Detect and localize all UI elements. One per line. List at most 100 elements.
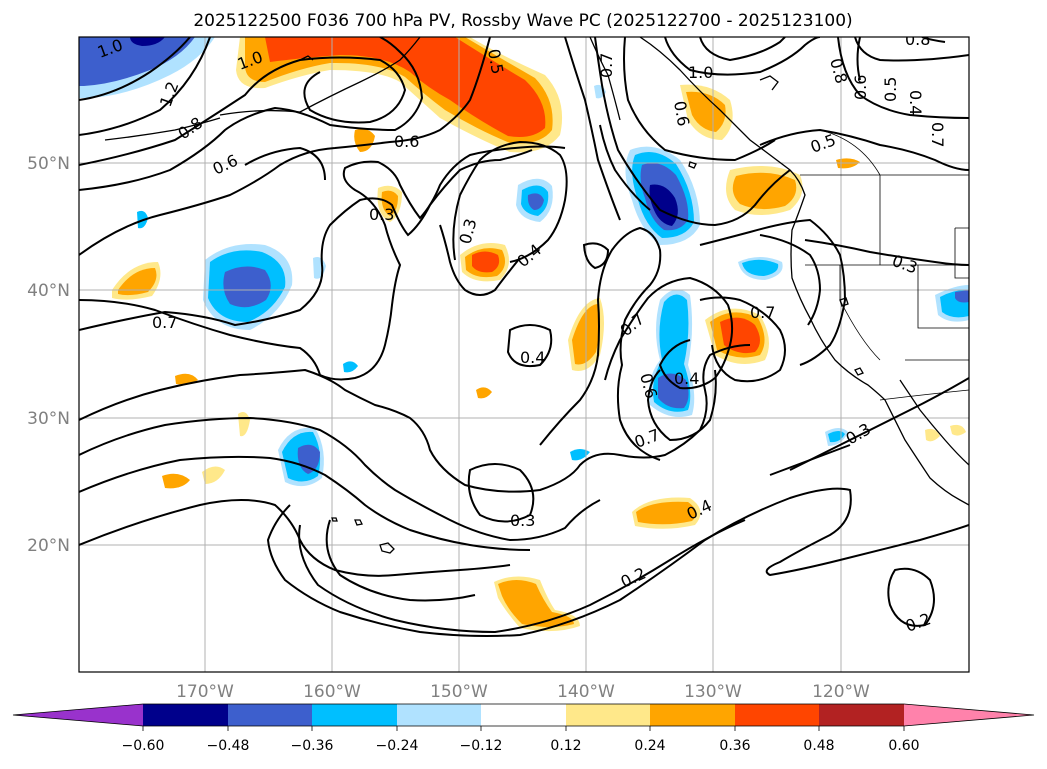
colorbar-segment bbox=[397, 704, 481, 726]
colorbar: −0.60 −0.48 −0.36 −0.24 −0.12 0.12 0.24 … bbox=[12, 703, 1035, 754]
contour-line bbox=[582, 242, 610, 270]
contour-line bbox=[244, 146, 326, 181]
pv-anomaly-shading bbox=[79, 37, 969, 632]
map-frame bbox=[78, 36, 970, 673]
contour-line bbox=[79, 149, 533, 331]
lon-label-120w: 120°W bbox=[812, 682, 870, 702]
colorbar-segment bbox=[566, 704, 650, 726]
contour-line bbox=[604, 276, 734, 390]
colorbar-tick-label: −0.24 bbox=[376, 738, 419, 754]
contour-line bbox=[887, 567, 935, 627]
colorbar-tick-label: −0.48 bbox=[207, 738, 250, 754]
colorbar-segment bbox=[143, 704, 228, 726]
contour-line bbox=[804, 239, 969, 266]
latitude-labels: 50°N 40°N 30°N 20°N bbox=[27, 154, 70, 556]
contour-line bbox=[539, 226, 662, 461]
contour-line bbox=[452, 194, 461, 261]
colorbar-tick-label: 0.24 bbox=[634, 738, 665, 754]
contour-line bbox=[854, 37, 969, 62]
lat-label-20n: 20°N bbox=[27, 536, 70, 556]
colorbar-under-triangle bbox=[13, 704, 143, 726]
contour-label: 0.7 bbox=[750, 303, 775, 322]
colorbar-segment bbox=[312, 704, 397, 726]
positive-anomaly bbox=[498, 580, 574, 627]
positive-anomaly bbox=[162, 473, 190, 489]
negative-anomaly bbox=[742, 259, 779, 276]
contour-label: 0.7 bbox=[152, 313, 177, 332]
contour-label: 0.5 bbox=[881, 77, 900, 102]
lat-label-50n: 50°N bbox=[27, 154, 70, 174]
negative-anomaly bbox=[527, 193, 544, 210]
contour-line bbox=[79, 416, 601, 542]
positive-anomaly bbox=[265, 37, 546, 137]
contour-line bbox=[79, 37, 424, 191]
colorbar-tick-label: 0.36 bbox=[719, 738, 750, 754]
negative-anomaly bbox=[223, 266, 271, 308]
contour-line bbox=[664, 37, 821, 76]
contour-line bbox=[298, 519, 746, 634]
contour-line bbox=[439, 224, 521, 296]
positive-anomaly bbox=[950, 424, 966, 436]
colorbar-segment bbox=[819, 704, 904, 726]
colorbar-over-triangle bbox=[904, 704, 1034, 726]
map-title: 2025122500 F036 700 hPa PV, Rossby Wave … bbox=[193, 11, 852, 31]
colorbar-tick-label: 0.48 bbox=[803, 738, 834, 754]
colorbar-segment bbox=[650, 704, 735, 726]
lon-label-130w: 130°W bbox=[684, 682, 742, 702]
contour-line bbox=[79, 455, 531, 551]
contour-line bbox=[467, 463, 535, 523]
colorbar-segment bbox=[735, 704, 819, 726]
contour-label: 0.3 bbox=[510, 511, 535, 530]
contour-line bbox=[325, 519, 476, 602]
contour-line bbox=[79, 344, 751, 493]
positive-anomaly bbox=[476, 387, 492, 399]
colorbar-segment bbox=[228, 704, 312, 726]
contour-label: 0.3 bbox=[369, 205, 394, 224]
contour-label: 0.6 bbox=[394, 132, 419, 151]
contour-line bbox=[594, 37, 791, 227]
contour-line bbox=[599, 124, 651, 211]
contour-label: 0.6 bbox=[670, 99, 693, 127]
contour-label: 0.8 bbox=[905, 30, 930, 49]
colorbar-tick-label: 0.60 bbox=[888, 738, 919, 754]
negative-anomaly bbox=[658, 373, 689, 409]
contour-label: 1.0 bbox=[688, 63, 713, 82]
negative-anomaly bbox=[570, 449, 590, 461]
positive-anomaly bbox=[202, 466, 225, 484]
contour-line bbox=[856, 37, 861, 81]
contour-line bbox=[79, 37, 191, 101]
contour-label: 0.5 bbox=[484, 47, 507, 75]
positive-anomaly bbox=[925, 428, 940, 442]
lon-label-170w: 170°W bbox=[176, 682, 234, 702]
contour-label: 0.7 bbox=[928, 122, 947, 147]
contour-label: 0.4 bbox=[906, 90, 925, 115]
contour-line bbox=[789, 377, 969, 471]
contour-line bbox=[79, 37, 211, 136]
positive-anomaly bbox=[686, 91, 726, 132]
contour-line bbox=[646, 369, 717, 442]
contour-label: 0.4 bbox=[520, 348, 545, 367]
lon-label-160w: 160°W bbox=[303, 682, 361, 702]
contour-line bbox=[699, 296, 786, 383]
contour-line bbox=[759, 234, 822, 326]
colorbar-tick-label: −0.60 bbox=[122, 738, 165, 754]
negative-anomaly bbox=[955, 290, 969, 303]
contour-line bbox=[79, 145, 566, 381]
contour-label: 0.6 bbox=[851, 75, 870, 100]
map-panel: 1.0 1.2 0.8 0.6 1.0 0.6 0.3 0.3 0.4 0.7 … bbox=[79, 30, 969, 672]
colorbar-tick-label: 0.12 bbox=[550, 738, 581, 754]
positive-anomaly bbox=[472, 251, 500, 273]
lat-label-30n: 30°N bbox=[27, 409, 70, 429]
positive-anomaly bbox=[118, 268, 157, 296]
contour-line bbox=[79, 499, 511, 577]
negative-anomaly bbox=[79, 37, 195, 86]
lon-label-140w: 140°W bbox=[557, 682, 615, 702]
contour-label: 0.7 bbox=[597, 53, 616, 78]
contour-line bbox=[837, 37, 969, 119]
contour-line bbox=[769, 444, 851, 476]
longitude-labels: 170°W 160°W 150°W 140°W 130°W 120°W bbox=[176, 682, 870, 702]
contour-line bbox=[79, 56, 407, 166]
contour-line bbox=[699, 218, 847, 366]
positive-anomaly bbox=[636, 501, 697, 525]
